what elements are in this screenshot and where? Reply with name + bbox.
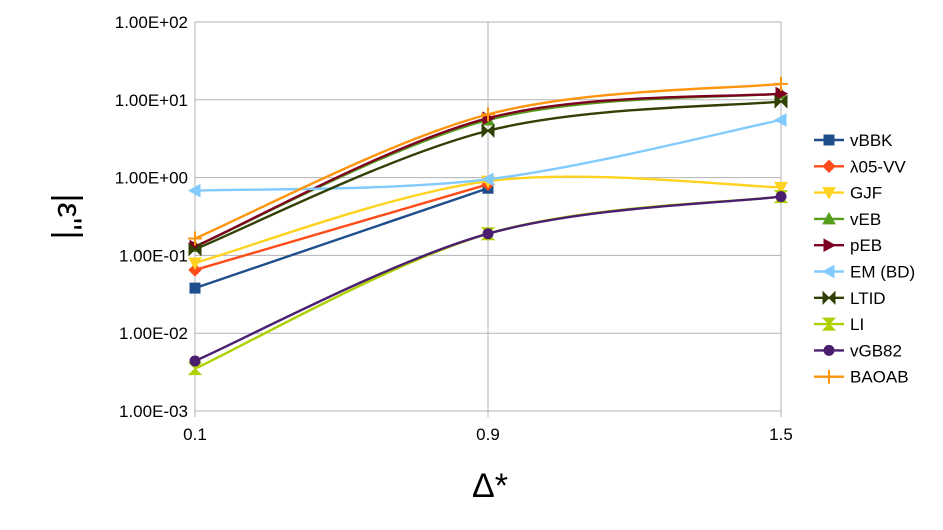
legend-swatch-marker <box>822 211 836 225</box>
legend-item: λ05-VV <box>814 157 906 176</box>
legend-item: EM (BD) <box>814 263 915 282</box>
legend-swatch-marker <box>823 344 835 356</box>
series-2-point <box>188 257 202 270</box>
series-5 <box>187 113 787 198</box>
axes: 1.00E-03 1.00E-02 1.00E-01 1.00E+00 1.00E+01… <box>115 13 793 444</box>
series-7-point <box>187 362 203 376</box>
y-tick-label: 1.00E+00 <box>115 169 188 188</box>
legend-swatch-marker <box>822 187 836 200</box>
y-tick-label: 1.00E-03 <box>119 402 188 421</box>
x-tick-label: 0.9 <box>476 425 500 444</box>
series-8-point <box>189 355 201 367</box>
legend-item: BAOAB <box>814 368 909 387</box>
legend-swatch-marker <box>823 238 837 253</box>
series-8 <box>189 191 787 367</box>
y-tick-label: 1.00E-01 <box>119 246 188 265</box>
legend-item: vGB82 <box>814 341 902 360</box>
x-tick-label: 0.1 <box>183 425 207 444</box>
series-8-point <box>775 191 787 203</box>
legend-label: λ05-VV <box>850 157 906 176</box>
legend-label: pEB <box>850 236 882 255</box>
series-5-point <box>480 172 494 187</box>
legend-label: GJF <box>850 184 882 203</box>
series-5-point <box>773 113 787 127</box>
series-1-line <box>194 183 489 272</box>
series-6-point <box>481 123 495 138</box>
y-tick-label: 1.00E+01 <box>115 91 188 110</box>
series-5-point <box>187 183 201 198</box>
series-6 <box>188 94 788 257</box>
y-axis-title: |ε''| <box>50 194 88 240</box>
series-8-point <box>482 228 494 240</box>
legend-label: LI <box>850 315 864 334</box>
series-9-point <box>188 231 202 246</box>
legend-swatch-marker <box>821 264 835 279</box>
series-layer <box>187 76 789 376</box>
series-9 <box>188 76 788 246</box>
series-0 <box>189 182 494 294</box>
x-axis-title: Δ* <box>472 467 508 505</box>
x-tick-label: 1.5 <box>769 425 793 444</box>
series-9-point <box>481 107 495 122</box>
y-tick-label: 1.00E-02 <box>119 324 188 343</box>
legend-item: vEB <box>814 210 881 229</box>
legend-swatch-marker <box>822 369 836 384</box>
legend-swatch-marker <box>822 159 836 174</box>
legend-swatch-marker <box>821 317 837 331</box>
legend-label: LTID <box>850 289 886 308</box>
legend-item: GJF <box>814 184 882 203</box>
legend-label: vGB82 <box>850 341 902 360</box>
legend-swatch-marker <box>822 290 836 306</box>
legend-item: LTID <box>814 289 886 308</box>
legend-item: pEB <box>814 236 882 255</box>
series-2-point <box>774 181 788 195</box>
series-0-line <box>194 187 489 290</box>
series-0-point <box>189 282 201 294</box>
legend-item: LI <box>814 315 864 334</box>
legend-label: vEB <box>850 210 881 229</box>
legend-label: EM (BD) <box>850 263 915 282</box>
legend-item: vBBK <box>814 131 893 150</box>
series-6-point <box>188 242 202 257</box>
y-tick-label: 1.00E+02 <box>115 13 188 32</box>
series-6-point <box>774 94 788 109</box>
series-9-point <box>774 76 788 91</box>
grid <box>194 21 782 417</box>
legend-label: vBBK <box>850 131 893 150</box>
legend-label: BAOAB <box>850 368 909 387</box>
legend-swatch-marker <box>823 134 835 146</box>
legend: vBBK λ05-VV GJF vEB pEB EM (BD) LTID LI vGB82 BAO… <box>814 131 915 387</box>
